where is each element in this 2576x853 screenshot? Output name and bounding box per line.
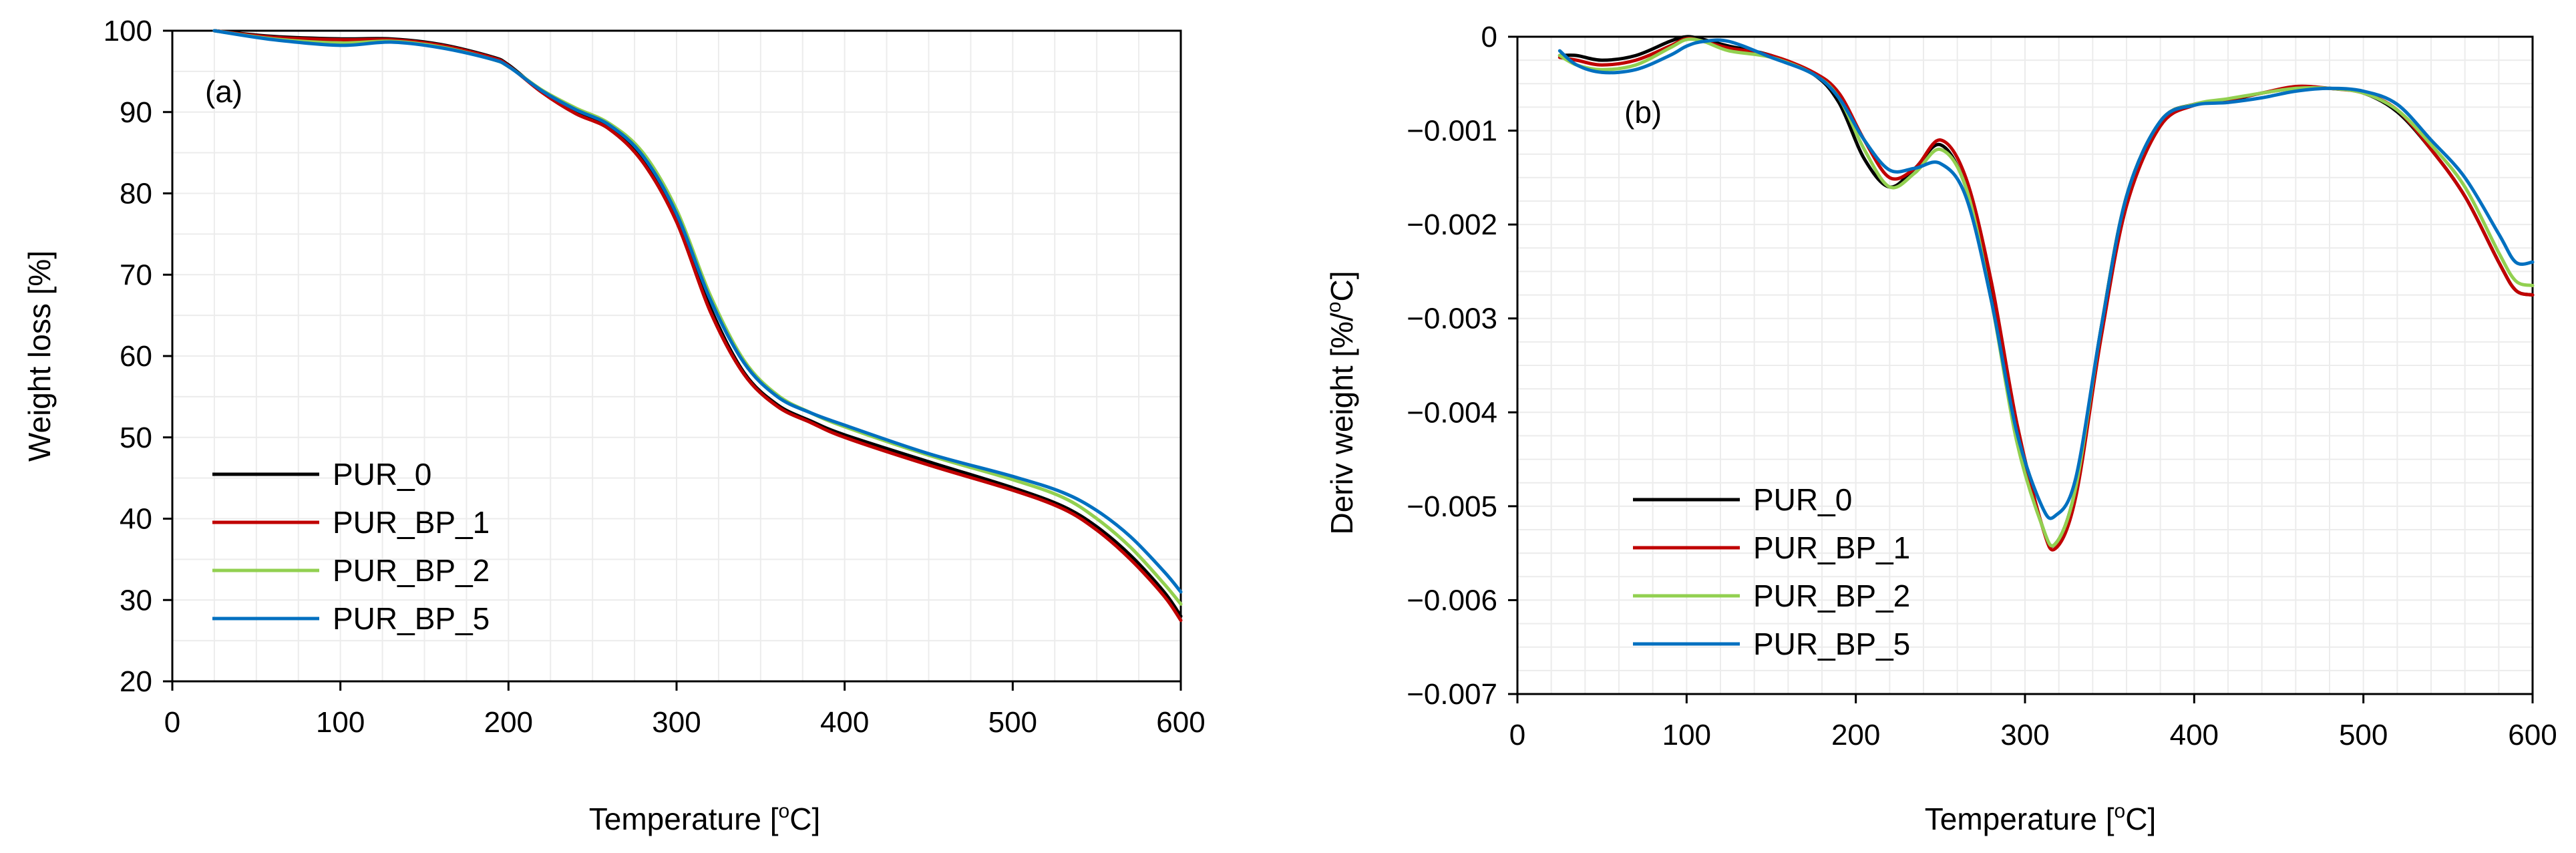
chart-b-x-axis-title: Temperature [oC] bbox=[1925, 800, 2156, 836]
chart-a-y-tick-label: 40 bbox=[120, 503, 152, 536]
chart-b-y-tick-label: −0.001 bbox=[1407, 115, 1497, 148]
chart-a-legend-label-pur-0: PUR_0 bbox=[333, 457, 431, 492]
chart-a-legend-label-pur-bp-5: PUR_BP_5 bbox=[333, 601, 490, 636]
chart-b-y-tick-label: −0.002 bbox=[1407, 208, 1497, 241]
chart-a-y-tick-label: 50 bbox=[120, 421, 152, 454]
chart-a-series bbox=[212, 29, 1183, 623]
chart-b-y-tick-label: 0 bbox=[1481, 21, 1497, 53]
chart-a-legend-label-pur-bp-2: PUR_BP_2 bbox=[333, 553, 490, 588]
chart-b-x-tick-label: 0 bbox=[1509, 719, 1525, 751]
chart-a-x-tick-label: 500 bbox=[988, 706, 1037, 739]
chart-a-x-tick-label: 600 bbox=[1156, 706, 1205, 739]
chart-b-y-axis-title: Deriv weight [%/oC] bbox=[1323, 271, 1359, 534]
chart-a-legend: PUR_0 PUR_BP_1 PUR_BP_2 PUR_BP_5 bbox=[212, 457, 490, 636]
chart-b-y-tick-label: −0.007 bbox=[1407, 678, 1497, 711]
chart-a-legend-label-pur-bp-1: PUR_BP_1 bbox=[333, 505, 490, 540]
chart-b-legend-label-pur-0: PUR_0 bbox=[1753, 482, 1852, 517]
chart-b-y-tick-label: −0.004 bbox=[1407, 396, 1497, 429]
chart-b-y-tick-label: −0.006 bbox=[1407, 584, 1497, 617]
chart-a-x-tick-label: 300 bbox=[652, 706, 701, 739]
chart-b: 0 100 200 300 400 500 600 −0.007 −0.006 −0.005 −0.… bbox=[1323, 21, 2557, 836]
chart-a-ticks: 0 100 200 300 400 500 600 20 30 40 50 60 70 80 90 100 bbox=[104, 15, 1206, 739]
chart-b-legend: PUR_0 PUR_BP_1 PUR_BP_2 PUR_BP_5 bbox=[1633, 482, 1910, 661]
chart-a-y-tick-label: 80 bbox=[120, 178, 152, 210]
chart-a-x-tick-label: 200 bbox=[484, 706, 533, 739]
chart-a-y-tick-label: 90 bbox=[120, 96, 152, 129]
chart-a: 0 100 200 300 400 500 600 20 30 40 50 60 70 80 90 100 (… bbox=[22, 15, 1206, 836]
chart-a-y-axis-title: Weight loss [%] bbox=[22, 250, 57, 462]
chart-a-y-tick-label: 70 bbox=[120, 259, 152, 291]
chart-b-x-tick-label: 200 bbox=[1831, 719, 1880, 751]
chart-b-x-tick-label: 100 bbox=[1662, 719, 1711, 751]
chart-a-x-tick-label: 0 bbox=[164, 706, 180, 739]
chart-a-x-tick-label: 100 bbox=[316, 706, 365, 739]
chart-a-y-tick-label: 30 bbox=[120, 584, 152, 617]
chart-a-panel-label: (a) bbox=[205, 74, 242, 109]
chart-b-ticks: 0 100 200 300 400 500 600 −0.007 −0.006 −0.005 −0.… bbox=[1407, 21, 2557, 751]
chart-a-y-tick-label: 60 bbox=[120, 340, 152, 373]
chart-b-x-tick-label: 300 bbox=[2000, 719, 2049, 751]
chart-b-x-tick-label: 500 bbox=[2339, 719, 2388, 751]
chart-b-y-tick-label: −0.003 bbox=[1407, 303, 1497, 335]
chart-b-series bbox=[1557, 35, 2535, 552]
chart-b-x-tick-label: 400 bbox=[2170, 719, 2219, 751]
chart-b-legend-label-pur-bp-1: PUR_BP_1 bbox=[1753, 530, 1910, 565]
chart-b-x-tick-label: 600 bbox=[2508, 719, 2557, 751]
chart-b-legend-label-pur-bp-2: PUR_BP_2 bbox=[1753, 578, 1910, 613]
chart-a-x-tick-label: 400 bbox=[820, 706, 869, 739]
chart-a-y-tick-label: 20 bbox=[120, 665, 152, 698]
chart-b-series-pur-bp-2 bbox=[1557, 37, 2535, 548]
chart-b-y-tick-label: −0.005 bbox=[1407, 490, 1497, 523]
chart-b-panel-label: (b) bbox=[1624, 95, 1662, 130]
chart-a-y-tick-label: 100 bbox=[104, 15, 152, 47]
chart-a-series-pur-bp-5 bbox=[212, 29, 1183, 594]
chart-b-series-pur-bp-5 bbox=[1557, 38, 2535, 520]
chart-b-legend-label-pur-bp-5: PUR_BP_5 bbox=[1753, 627, 1910, 661]
chart-a-x-axis-title: Temperature [oC] bbox=[589, 800, 820, 836]
